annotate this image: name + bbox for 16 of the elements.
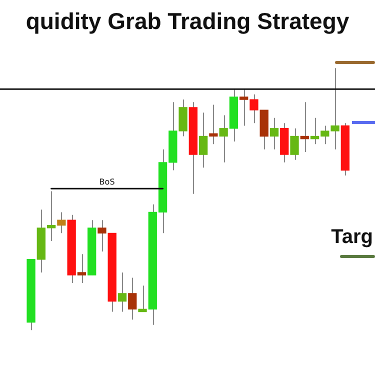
candlestick (98, 220, 106, 252)
candlestick (77, 254, 86, 284)
candlestick (138, 285, 147, 312)
candlestick (240, 88, 248, 126)
candlestick (118, 272, 127, 312)
candlestick (219, 114, 228, 163)
candlestick (128, 277, 137, 320)
chart-title: quidity Grab Trading Strategy (24, 8, 350, 35)
candlestick (57, 212, 66, 234)
ref-line-label: BoS (99, 178, 115, 187)
annotation: Targ (331, 226, 373, 249)
candlestick (290, 128, 299, 160)
candlestick (270, 117, 279, 150)
candlestick (209, 104, 218, 145)
candlestick (198, 112, 208, 168)
candlestick (250, 94, 258, 124)
